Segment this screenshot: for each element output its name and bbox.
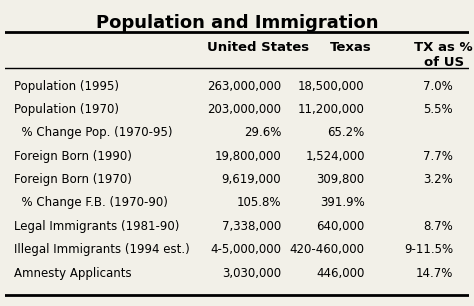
Text: 65.2%: 65.2% [328, 126, 365, 139]
Text: 7.0%: 7.0% [423, 80, 453, 92]
Text: Population and Immigration: Population and Immigration [96, 13, 378, 32]
Text: Foreign Born (1970): Foreign Born (1970) [14, 173, 132, 186]
Text: 420-460,000: 420-460,000 [290, 243, 365, 256]
Text: Population (1995): Population (1995) [14, 80, 119, 92]
Text: 391.9%: 391.9% [320, 196, 365, 210]
Text: 14.7%: 14.7% [416, 267, 453, 280]
Text: 309,800: 309,800 [317, 173, 365, 186]
Text: % Change Pop. (1970-95): % Change Pop. (1970-95) [14, 126, 173, 139]
Text: 19,800,000: 19,800,000 [214, 150, 281, 163]
Text: 640,000: 640,000 [317, 220, 365, 233]
Text: 4-5,000,000: 4-5,000,000 [210, 243, 281, 256]
Text: 3,030,000: 3,030,000 [222, 267, 281, 280]
Text: 105.8%: 105.8% [237, 196, 281, 210]
Text: Illegal Immigrants (1994 est.): Illegal Immigrants (1994 est.) [14, 243, 190, 256]
Text: Population (1970): Population (1970) [14, 103, 119, 116]
Text: Legal Immigrants (1981-90): Legal Immigrants (1981-90) [14, 220, 179, 233]
Text: 203,000,000: 203,000,000 [207, 103, 281, 116]
Text: 29.6%: 29.6% [244, 126, 281, 139]
Text: Foreign Born (1990): Foreign Born (1990) [14, 150, 132, 163]
Text: % Change F.B. (1970-90): % Change F.B. (1970-90) [14, 196, 168, 210]
Text: TX as %
of US: TX as % of US [414, 41, 473, 69]
Text: 11,200,000: 11,200,000 [298, 103, 365, 116]
Text: 3.2%: 3.2% [423, 173, 453, 186]
Text: 7,338,000: 7,338,000 [222, 220, 281, 233]
Text: 446,000: 446,000 [316, 267, 365, 280]
Text: 9-11.5%: 9-11.5% [404, 243, 453, 256]
Text: 263,000,000: 263,000,000 [207, 80, 281, 92]
Text: 1,524,000: 1,524,000 [305, 150, 365, 163]
Text: Texas: Texas [330, 41, 372, 54]
Text: 18,500,000: 18,500,000 [298, 80, 365, 92]
Text: United States: United States [207, 41, 309, 54]
Text: 7.7%: 7.7% [423, 150, 453, 163]
Text: 9,619,000: 9,619,000 [221, 173, 281, 186]
Text: 8.7%: 8.7% [423, 220, 453, 233]
Text: Amnesty Applicants: Amnesty Applicants [14, 267, 132, 280]
Text: 5.5%: 5.5% [423, 103, 453, 116]
